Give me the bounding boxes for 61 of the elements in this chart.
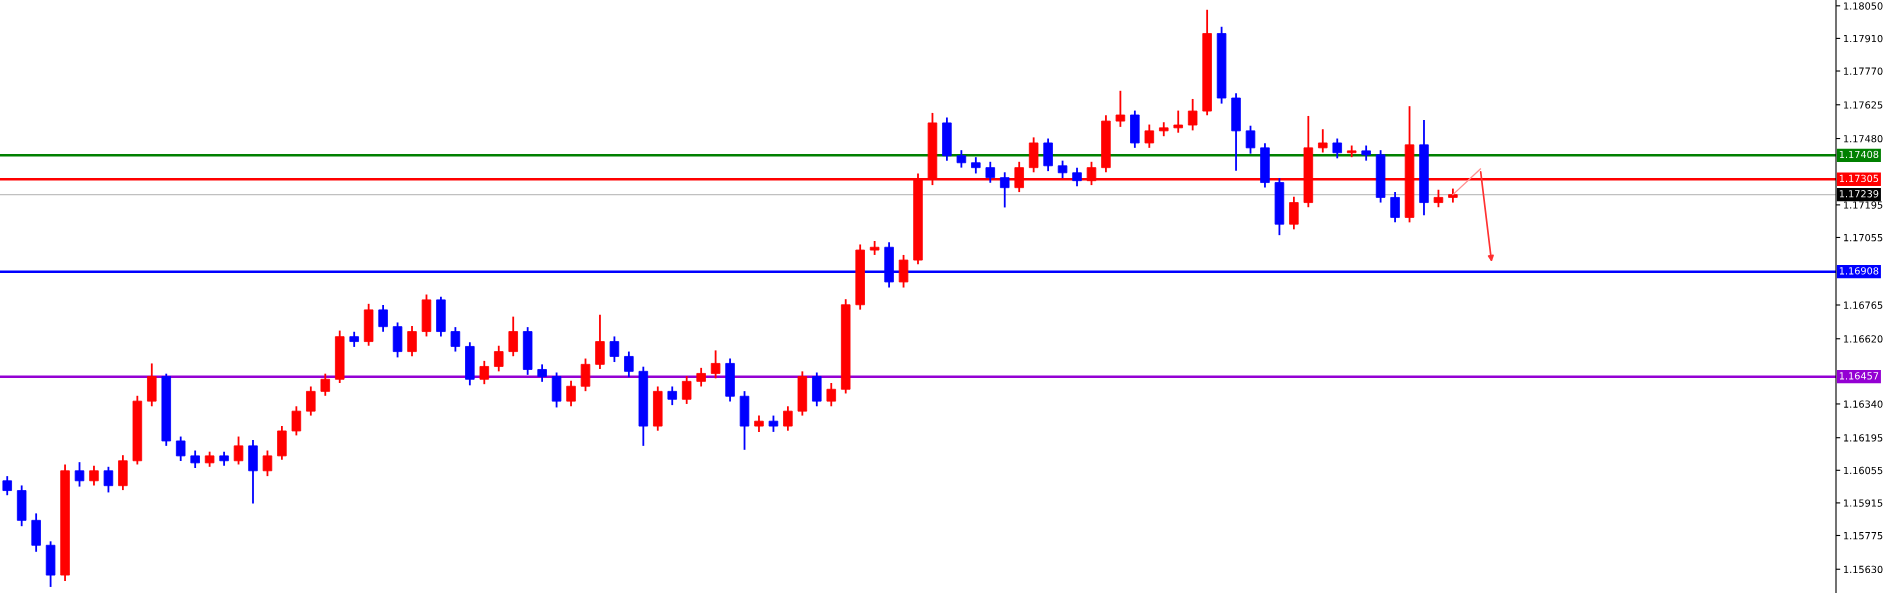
candlestick bbox=[580, 357, 591, 393]
candlestick bbox=[508, 315, 518, 358]
candlestick bbox=[1332, 137, 1342, 160]
candlestick bbox=[826, 382, 837, 408]
y-tick-label: 1.17770 bbox=[1844, 67, 1883, 75]
candlestick bbox=[1072, 166, 1082, 188]
ref-line-label: 1.17239 bbox=[1839, 190, 1879, 198]
candlestick bbox=[89, 464, 99, 487]
y-tick-label: 1.15915 bbox=[1844, 499, 1883, 507]
candlestick bbox=[696, 366, 706, 388]
candlestick bbox=[378, 304, 388, 333]
candlestick bbox=[1289, 195, 1299, 231]
y-tick-label: 1.18050 bbox=[1844, 2, 1883, 10]
candlestick bbox=[479, 359, 490, 386]
candlestick bbox=[1115, 89, 1126, 128]
candlestick bbox=[175, 435, 186, 462]
candlestick bbox=[985, 160, 996, 184]
candlestick bbox=[710, 349, 721, 380]
candlestick bbox=[609, 335, 620, 363]
candlestick bbox=[1318, 128, 1328, 154]
candlestick bbox=[1390, 191, 1400, 224]
y-tick-label: 1.16340 bbox=[1844, 400, 1883, 408]
ref-line-label: 1.16908 bbox=[1839, 267, 1879, 275]
candlestick bbox=[2, 475, 12, 497]
candlestick bbox=[595, 313, 605, 370]
candlestick bbox=[624, 350, 634, 379]
y-tick-label: 1.16620 bbox=[1844, 335, 1883, 343]
y-tick-label: 1.17055 bbox=[1844, 233, 1883, 242]
candlestick bbox=[291, 405, 302, 437]
candlestick bbox=[306, 385, 316, 417]
candlestick bbox=[898, 254, 909, 289]
candlestick bbox=[1043, 137, 1053, 173]
candlestick bbox=[262, 449, 273, 478]
candlestick bbox=[233, 435, 244, 466]
candlestick bbox=[450, 326, 461, 353]
candlestick bbox=[667, 385, 677, 407]
candlestick bbox=[74, 461, 85, 488]
y-tick-label: 1.16055 bbox=[1844, 466, 1883, 475]
candlestick bbox=[407, 325, 417, 358]
y-tick-label: 1.15775 bbox=[1844, 532, 1883, 540]
candlestick bbox=[1144, 123, 1155, 149]
candlestick bbox=[1173, 109, 1183, 134]
candlestick bbox=[320, 372, 331, 397]
candlestick bbox=[681, 375, 692, 405]
candlestick bbox=[494, 344, 504, 373]
y-tick-label: 1.15630 bbox=[1844, 565, 1883, 574]
ref-line-label: 1.17408 bbox=[1839, 150, 1879, 159]
y-tick-label: 1.17910 bbox=[1844, 34, 1883, 43]
y-tick-label: 1.17480 bbox=[1844, 135, 1883, 143]
ref-line-label: 1.17305 bbox=[1839, 174, 1879, 183]
y-tick-label: 1.17195 bbox=[1844, 201, 1883, 209]
candlestick bbox=[1245, 124, 1256, 155]
candlestick bbox=[999, 171, 1010, 209]
y-tick-label: 1.16765 bbox=[1844, 301, 1883, 309]
ref-line-label: 1.16457 bbox=[1839, 372, 1879, 380]
y-tick-label: 1.16195 bbox=[1844, 434, 1883, 442]
candlestick bbox=[1187, 98, 1198, 132]
candlestick bbox=[566, 379, 576, 408]
candlestick bbox=[103, 465, 114, 494]
y-tick-label: 1.17625 bbox=[1844, 101, 1883, 109]
candlestick bbox=[783, 405, 793, 432]
